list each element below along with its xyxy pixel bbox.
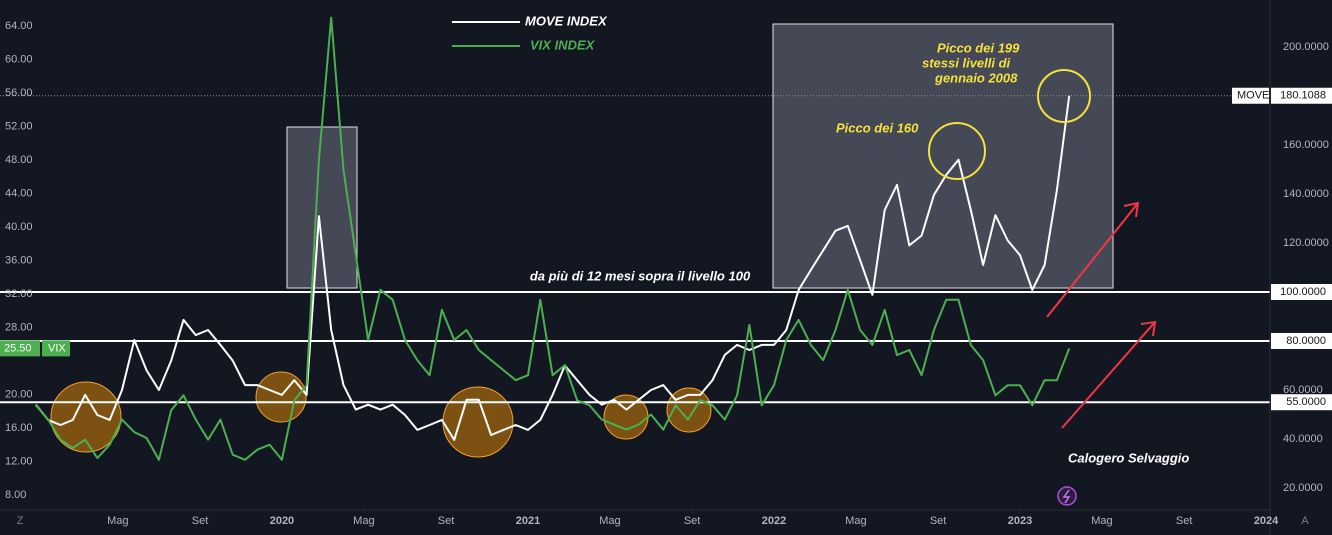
arrow-group [1046,201,1157,429]
y-tick-label: 32.00 [5,288,33,300]
annotation: Picco dei 199 [937,40,1020,55]
legend-label: MOVE INDEX [525,13,608,28]
price-tag-label: 25.50 [4,342,32,354]
y-tick-label: 56.00 [5,87,33,99]
annotation: stessi livelli di [922,55,1011,70]
event-icon-glyph [1062,489,1071,504]
y2-tick-label: 60.0000 [1283,384,1323,396]
x-tick-label: Mag [1091,515,1112,527]
x-tick-label: Set [684,515,701,527]
x-tick-label: 2022 [762,515,786,527]
y-tick-label: 12.00 [5,455,33,467]
price-tag-label: 180.1088 [1280,90,1326,102]
level-label: 80.0000 [1286,335,1326,347]
x-tick-label: Set [438,515,455,527]
author: Calogero Selvaggio [1068,450,1189,465]
legend-label: VIX INDEX [530,37,596,52]
price-tag-name: MOVE [1237,90,1269,102]
arrow-head [1140,320,1157,337]
y2-tick-label: 120.0000 [1283,237,1329,249]
level-label: 100.0000 [1280,286,1326,298]
arrow [1046,202,1139,318]
annotation: da più di 12 mesi sopra il livello 100 [530,268,751,283]
highlight-box [286,126,358,289]
event-icon[interactable] [1057,486,1077,506]
y-tick-label: 48.00 [5,154,33,166]
x-tick-label: Mag [353,515,374,527]
highlight-circle [50,381,122,453]
x-tick-label: Set [930,515,947,527]
y2-tick-label: 200.0000 [1283,41,1329,53]
highlight-circle [255,371,307,423]
arrow [1061,321,1156,429]
level-tag [1271,283,1332,300]
x-tick-label: 2021 [516,515,540,527]
y-tick-label: 28.00 [5,321,33,333]
y-tick-label: 8.00 [5,489,26,501]
plot-area [0,23,1270,458]
overlay: MOVE INDEX VIX INDEX da più di 12 mesi s… [452,13,1189,506]
price-tag [42,340,70,357]
x-tick-label: Mag [107,515,128,527]
x-tick-label: Mag [599,515,620,527]
x-tick-label: 2024 [1254,515,1279,527]
highlight-circle [442,386,514,458]
y-tick-label: 52.00 [5,120,33,132]
y2-tick-label: 20.0000 [1283,482,1323,494]
y-tick-label: 20.00 [5,388,33,400]
series-layer [35,16,1071,461]
level-tag [1271,394,1332,411]
y-tick-label: 60.00 [5,53,33,65]
x-tick-label: Set [1176,515,1193,527]
series-line [35,16,1071,461]
y2-tick-label: 40.0000 [1283,433,1323,445]
peak-circle [928,122,986,180]
y-tick-label: 40.00 [5,221,33,233]
level-label: 55.0000 [1286,396,1326,408]
ui-icon[interactable]: A [1301,515,1309,527]
price-tag [1232,87,1269,104]
y2-tick-label: 160.0000 [1283,139,1329,151]
highlight-box [772,23,1114,289]
y-tick-label: 64.00 [5,20,33,32]
annotation: Picco dei 160 [836,120,919,135]
level-tag [1271,332,1332,349]
arrow-head [1123,201,1140,218]
y-tick-label: 44.00 [5,187,33,199]
x-tick-label: 2020 [270,515,294,527]
price-tag [0,340,40,357]
ui-icon[interactable]: Z [17,515,24,527]
x-tick-label: Mag [845,515,866,527]
y2-tick-label: 140.0000 [1283,188,1329,200]
peak-circle [1037,69,1091,123]
x-tick-label: 2023 [1008,515,1032,527]
series-line [35,95,1071,441]
price-tag-name: VIX [48,342,66,354]
y-tick-label: 16.00 [5,422,33,434]
price-tag [1271,87,1332,104]
x-tick-label: Set [192,515,209,527]
y-tick-label: 36.00 [5,254,33,266]
annotation: gennaio 2008 [934,70,1018,85]
